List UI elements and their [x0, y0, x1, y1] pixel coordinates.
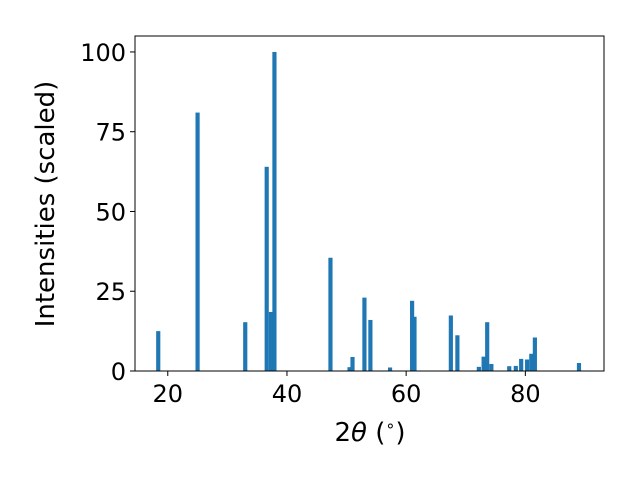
bar — [268, 311, 273, 371]
x-axis-ticks: 20 40 60 80 — [153, 371, 541, 408]
bar — [448, 315, 453, 371]
y-axis-label: Intensities (scaled) — [31, 81, 61, 328]
bar — [328, 257, 333, 371]
x-axis-label-part-0: 2 — [334, 418, 351, 448]
bar — [410, 300, 415, 371]
bar — [387, 367, 393, 371]
x-tick-label: 40 — [272, 380, 303, 408]
y-tick-label: 75 — [95, 119, 126, 147]
x-tick-label: 80 — [510, 380, 541, 408]
x-tick-label: 20 — [153, 380, 184, 408]
plot-frame — [134, 35, 605, 372]
bar — [525, 359, 530, 371]
bar — [507, 366, 512, 371]
bar — [529, 353, 534, 371]
bar — [519, 358, 524, 371]
bar — [362, 297, 367, 371]
x-axis-label: 2θ (∘) — [334, 416, 405, 448]
bar — [455, 335, 460, 371]
bar — [481, 356, 486, 371]
bar — [195, 112, 200, 371]
bar — [576, 363, 582, 371]
bar — [243, 322, 248, 371]
bar — [513, 365, 518, 371]
bar — [347, 367, 352, 371]
bar — [156, 331, 161, 371]
bar — [485, 322, 490, 371]
y-axis-ticks: 0 25 50 75 100 — [80, 39, 135, 386]
y-tick-label: 25 — [95, 278, 126, 306]
x-axis-label-part-2: ( — [367, 418, 385, 448]
y-tick-label: 100 — [80, 39, 126, 67]
x-tick-label: 60 — [391, 380, 422, 408]
bar — [264, 166, 269, 371]
x-axis-label-part-4: ) — [395, 418, 405, 448]
y-tick-label: 50 — [95, 198, 126, 226]
bar — [368, 319, 373, 371]
bars-group — [156, 51, 582, 371]
bar — [412, 316, 417, 371]
x-axis-label-degree: ∘ — [385, 416, 395, 435]
bar — [350, 356, 355, 371]
y-tick-label: 0 — [111, 358, 126, 386]
bar — [489, 363, 494, 371]
bar — [272, 51, 277, 371]
bar — [532, 337, 537, 371]
bar — [476, 366, 481, 371]
x-axis-label-theta: θ — [351, 418, 367, 448]
